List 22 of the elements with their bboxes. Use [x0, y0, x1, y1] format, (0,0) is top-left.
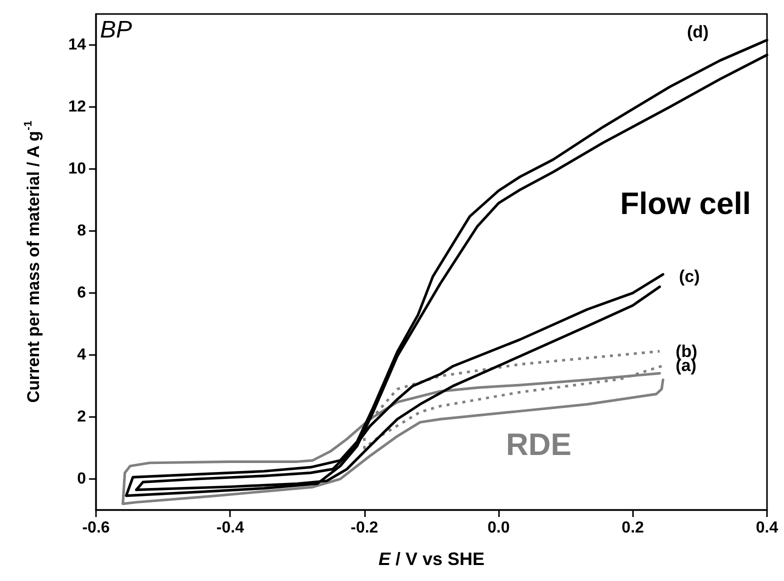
y-axis-title: Current per mass of material / A g-1 — [22, 120, 43, 403]
series-label: (d) — [687, 22, 709, 42]
y-tick-label: 6 — [77, 284, 86, 302]
annotation: RDE — [506, 427, 572, 462]
x-tick-label: 0.0 — [487, 520, 510, 536]
annotation: Flow cell — [620, 186, 752, 221]
x-tick-label: -0.4 — [216, 520, 244, 536]
line-series — [134, 273, 664, 492]
x-tick-label: -0.2 — [350, 520, 378, 536]
y-tick-label: 8 — [77, 222, 86, 240]
annotation: BP — [100, 16, 132, 44]
series-label: (c) — [678, 266, 700, 286]
y-tick-label: 0 — [77, 470, 86, 488]
x-tick-label: 0.2 — [622, 520, 644, 536]
x-tick-label: -0.6 — [82, 520, 110, 536]
y-tick-label: 12 — [68, 98, 86, 116]
y-tick-label: 14 — [68, 36, 86, 54]
y-tick-label: 2 — [77, 408, 86, 426]
y-tick-label: 4 — [77, 346, 86, 364]
x-axis-title: E / V vs SHE — [378, 549, 485, 569]
x-tick-label: 0.4 — [756, 520, 778, 536]
y-tick-label: 10 — [68, 160, 86, 178]
